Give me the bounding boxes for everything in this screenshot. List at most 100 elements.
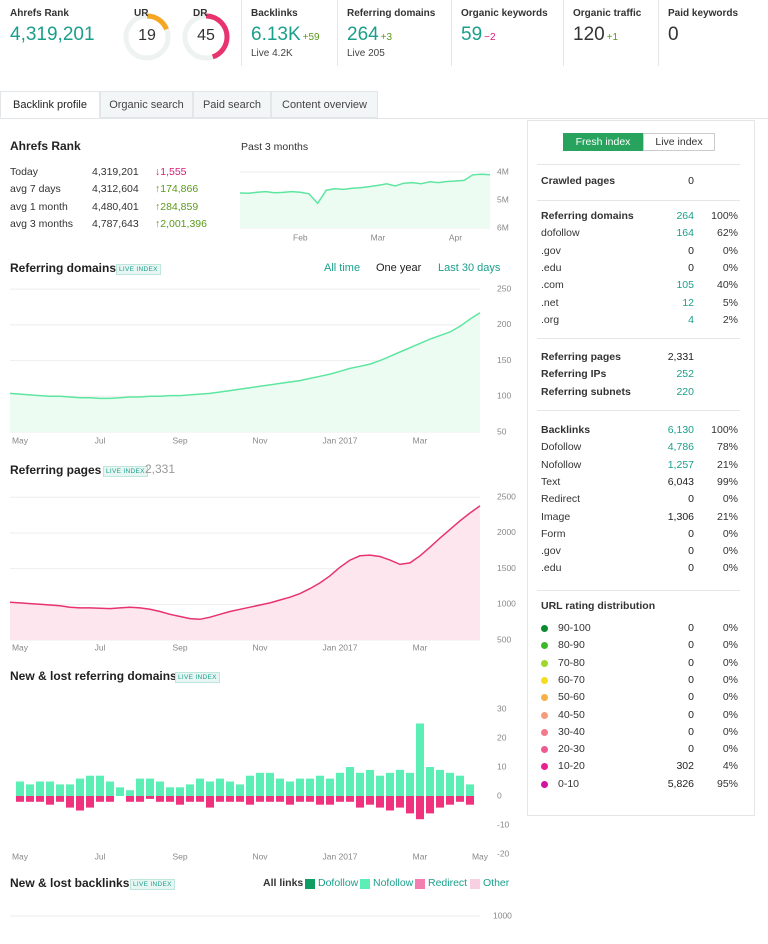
bar bbox=[326, 796, 334, 805]
row-value[interactable]: 264 bbox=[676, 210, 694, 222]
row-label: 80-90 bbox=[558, 639, 585, 652]
bar bbox=[56, 796, 64, 802]
bar bbox=[166, 796, 174, 802]
y-tick-label: 20 bbox=[497, 732, 507, 742]
bar bbox=[36, 781, 44, 796]
rating-dot bbox=[541, 780, 548, 788]
bar bbox=[316, 775, 324, 796]
row-value[interactable]: 105 bbox=[676, 279, 694, 292]
metric-value: 6.13K +59 bbox=[251, 24, 320, 46]
tab[interactable]: Content overview bbox=[271, 91, 378, 118]
x-tick-label: Nov bbox=[252, 642, 268, 652]
metric: Organic keywords 59 −2 bbox=[461, 8, 548, 46]
chart-title: New & lost referring domains bbox=[10, 669, 177, 683]
row-value: 0 bbox=[688, 622, 694, 634]
row-value[interactable]: 252 bbox=[676, 368, 694, 381]
bar bbox=[366, 769, 374, 796]
x-tick-label: Mar bbox=[413, 435, 428, 445]
row-value[interactable]: 4 bbox=[688, 313, 694, 326]
y-tick-label: -10 bbox=[497, 819, 510, 829]
metric: Paid keywords 0 bbox=[668, 8, 738, 46]
metric-value: 0 bbox=[668, 24, 679, 45]
row-percent: 0% bbox=[722, 261, 738, 274]
tab[interactable]: Paid search bbox=[193, 91, 271, 118]
row-label: Form bbox=[541, 527, 566, 540]
rank-label: avg 3 months bbox=[10, 217, 74, 230]
row-value[interactable]: 220 bbox=[676, 385, 694, 398]
bar bbox=[286, 796, 294, 805]
legend-swatch bbox=[305, 879, 315, 889]
rank-value: 4,787,643 bbox=[92, 217, 139, 230]
legend-label[interactable]: Redirect bbox=[428, 877, 468, 889]
bar bbox=[366, 796, 374, 805]
row-value[interactable]: 164 bbox=[676, 227, 694, 240]
tab[interactable]: Organic search bbox=[100, 91, 193, 118]
legend-label[interactable]: Dofollow bbox=[318, 877, 359, 889]
bar bbox=[376, 775, 384, 796]
tab[interactable]: Backlink profile bbox=[0, 91, 100, 118]
row-percent: 21% bbox=[716, 510, 738, 523]
row-label: 50-60 bbox=[558, 691, 585, 704]
row-percent: 0% bbox=[722, 743, 738, 756]
metric: Backlinks 6.13K +59 Live 4.2K bbox=[251, 8, 320, 59]
y-tick-label: 6M bbox=[497, 222, 509, 232]
bar bbox=[426, 796, 434, 814]
y-tick-label: 100 bbox=[497, 391, 511, 401]
rank-value: 4,312,604 bbox=[92, 183, 139, 196]
metric-label: Ahrefs Rank bbox=[10, 8, 69, 19]
change: +3 bbox=[380, 32, 393, 43]
row-value: 2,331 bbox=[667, 351, 694, 363]
row-value: 0 bbox=[688, 743, 694, 756]
rating-dot bbox=[541, 694, 548, 702]
legend-label[interactable]: Nofollow bbox=[373, 877, 414, 889]
row-percent: 0% bbox=[722, 656, 738, 669]
range-link[interactable]: One year bbox=[376, 262, 422, 274]
legend-label[interactable]: Other bbox=[483, 877, 510, 889]
bar bbox=[146, 796, 154, 799]
row-value: 0 bbox=[688, 261, 694, 274]
index-button[interactable]: Live index bbox=[643, 133, 715, 151]
x-tick-label: Sep bbox=[172, 851, 187, 861]
bar bbox=[36, 796, 44, 802]
bar bbox=[336, 772, 344, 796]
row-percent: 0% bbox=[722, 725, 738, 738]
row-label: .net bbox=[541, 296, 559, 309]
change: −2 bbox=[484, 32, 496, 43]
bar bbox=[266, 796, 274, 802]
x-tick-label: Feb bbox=[293, 232, 308, 242]
row-label: .edu bbox=[541, 261, 562, 274]
bar bbox=[76, 796, 84, 811]
x-tick-label: Mar bbox=[413, 851, 428, 861]
row-value: 0 bbox=[688, 673, 694, 686]
bar bbox=[466, 784, 474, 796]
row-label: 20-30 bbox=[558, 743, 585, 756]
row-value[interactable]: 4,786 bbox=[667, 441, 694, 454]
bar bbox=[166, 787, 174, 796]
rating-dot bbox=[541, 746, 548, 754]
bar bbox=[296, 796, 304, 802]
row-value[interactable]: 12 bbox=[682, 296, 694, 309]
index-button[interactable]: Fresh index bbox=[563, 133, 643, 151]
rank-change: ↑174,866 bbox=[155, 183, 199, 196]
range-link[interactable]: Last 30 days bbox=[438, 262, 501, 274]
row-value[interactable]: 6,130 bbox=[667, 424, 694, 436]
x-tick-label: Sep bbox=[172, 642, 187, 652]
total: 2,331 bbox=[145, 462, 176, 476]
rank-value: 4,319,201 bbox=[92, 166, 139, 178]
row-percent: 40% bbox=[716, 279, 738, 292]
x-tick-label: Jul bbox=[95, 851, 106, 861]
rating-dot bbox=[541, 728, 548, 736]
range-link[interactable]: All time bbox=[324, 262, 361, 274]
row-value: 0 bbox=[688, 175, 694, 187]
row-label: 70-80 bbox=[558, 656, 585, 669]
row-label: 10-20 bbox=[558, 760, 585, 773]
x-tick-label: Jan 2017 bbox=[323, 435, 358, 445]
y-tick-label: 500 bbox=[497, 634, 511, 644]
bar bbox=[386, 796, 394, 811]
row-value[interactable]: 1,257 bbox=[667, 458, 694, 471]
bar bbox=[326, 778, 334, 796]
row-value: 0 bbox=[688, 545, 694, 558]
chart-title: Past 3 months bbox=[241, 141, 309, 153]
